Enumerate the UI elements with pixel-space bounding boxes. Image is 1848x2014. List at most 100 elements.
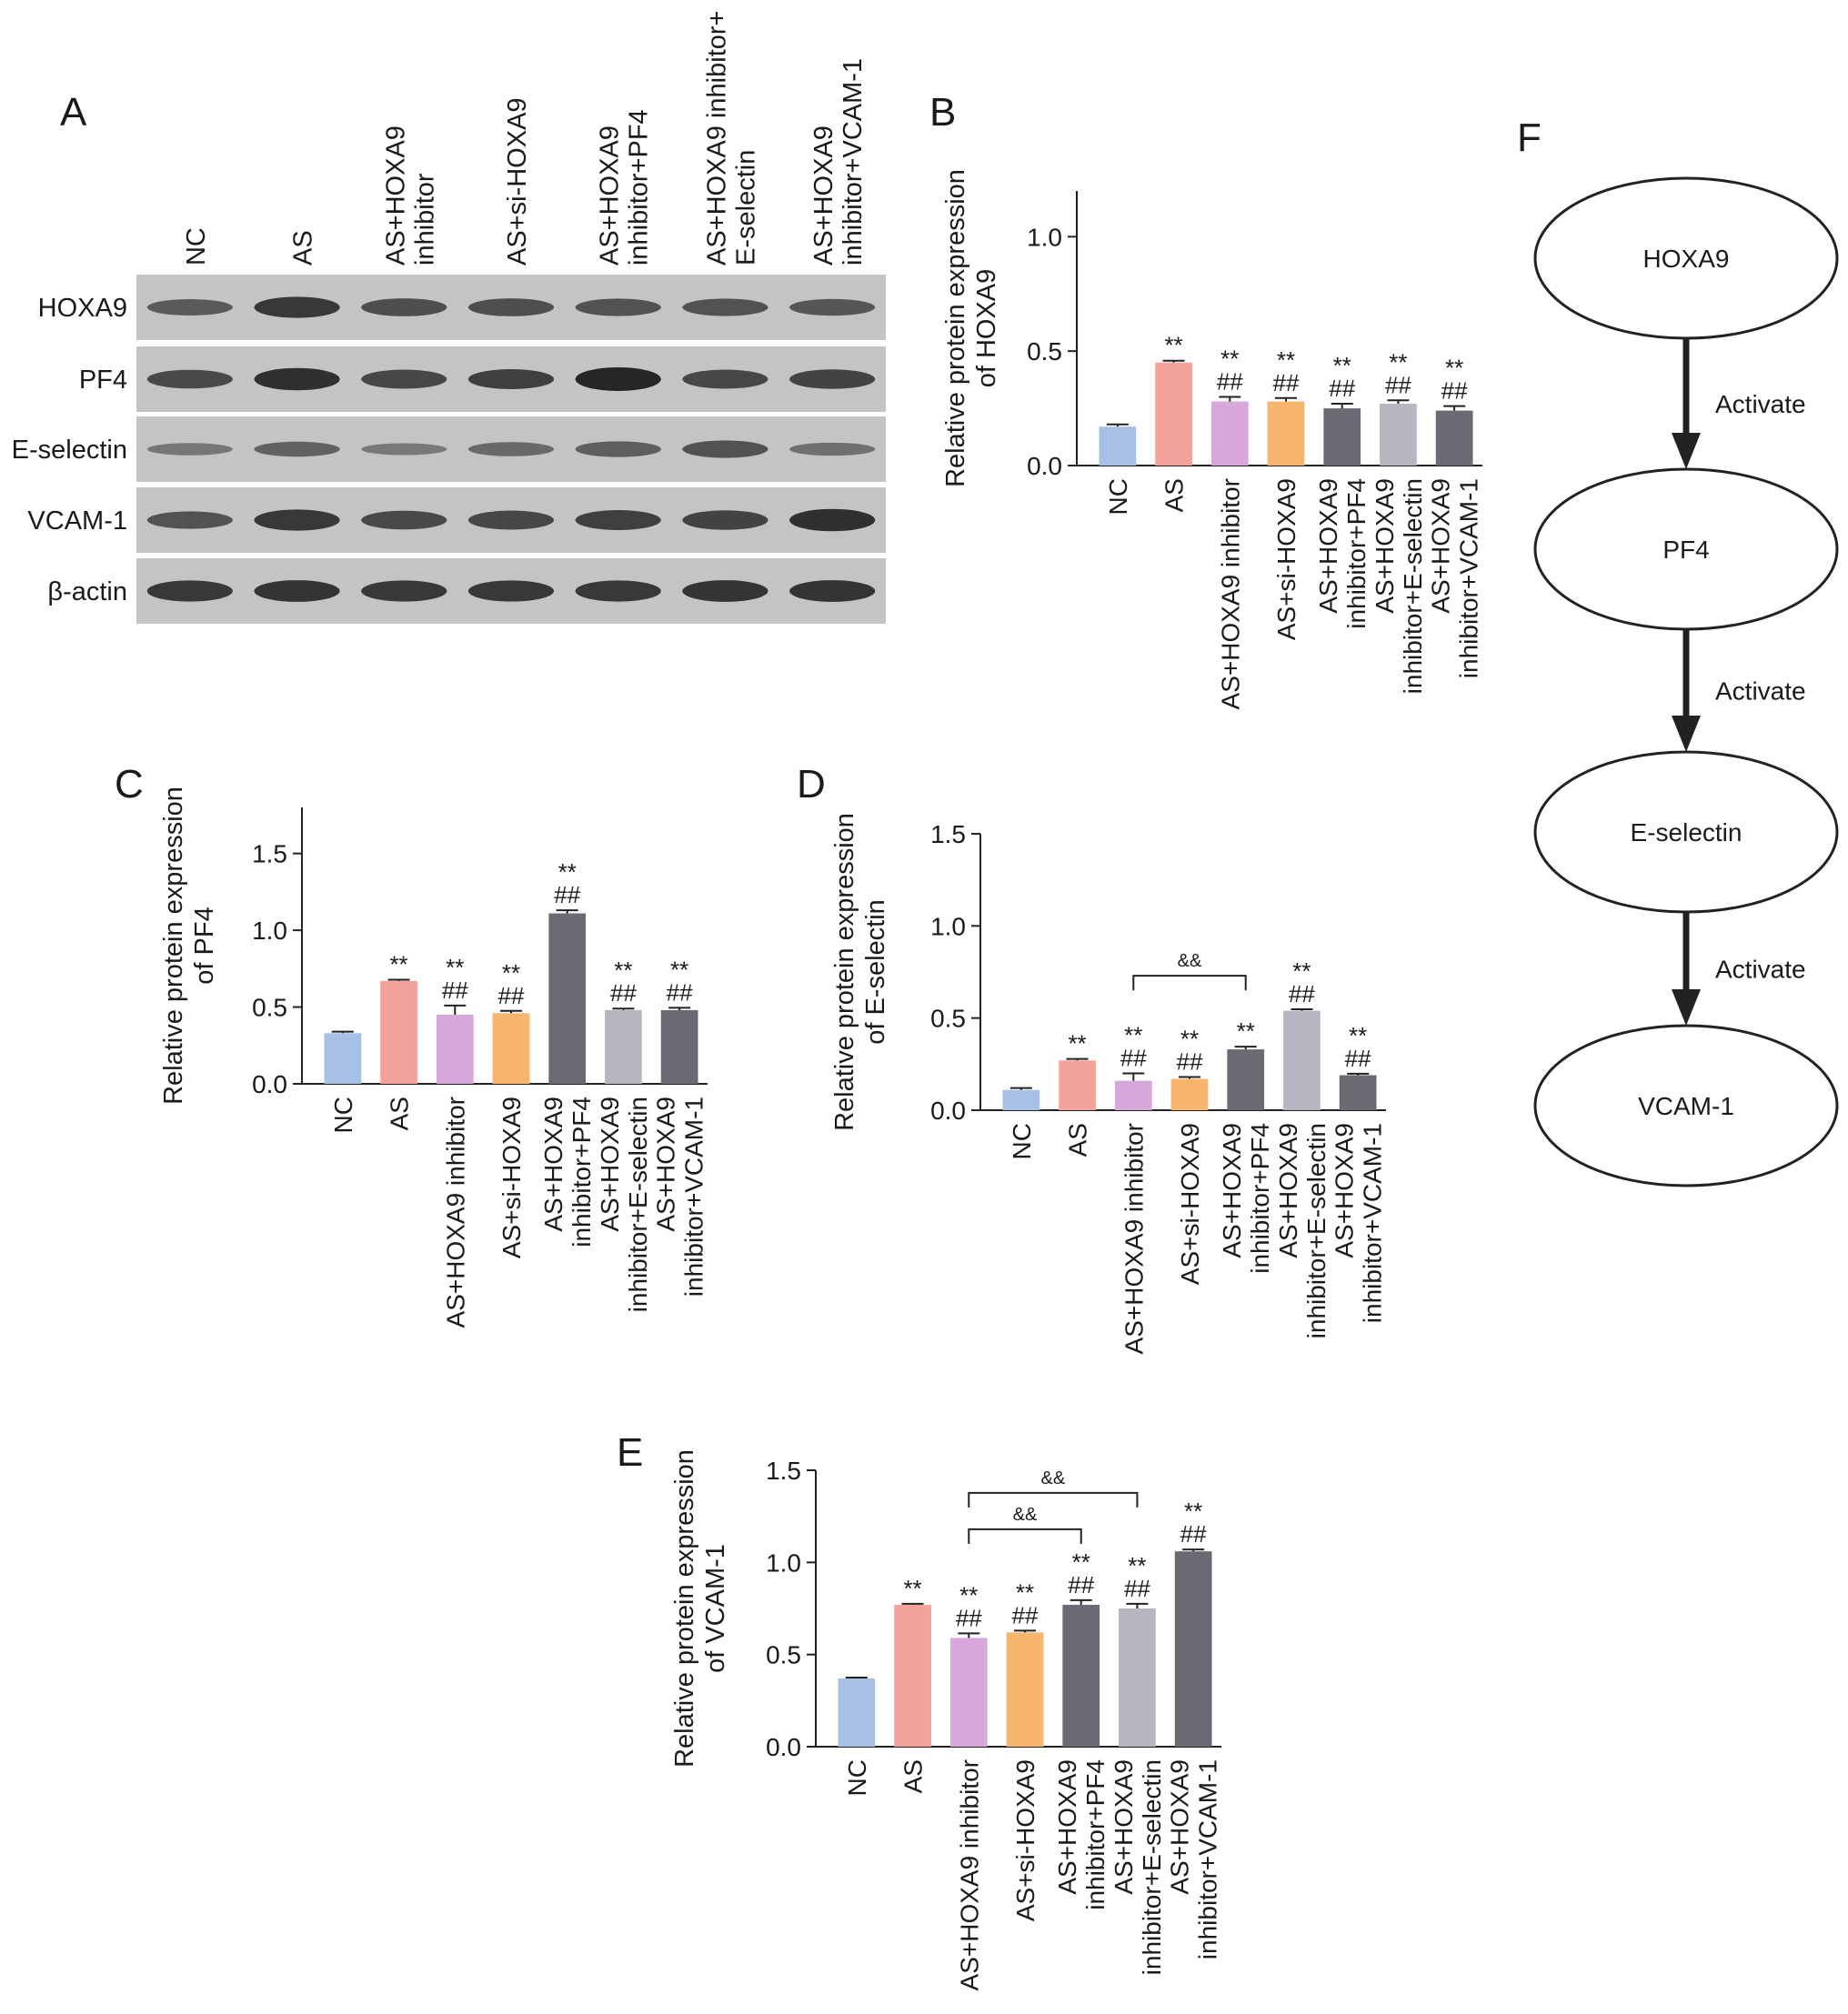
category-label: inhibitor+VCAM-1	[1455, 478, 1483, 678]
y-tick-label: 1.0	[930, 912, 966, 940]
significance-mark: **	[1124, 1021, 1142, 1048]
significance-mark: ##	[956, 1604, 982, 1631]
category-label: AS+HOXA9	[596, 1097, 624, 1232]
western-blot-panel: NC AS AS+HOXA9 inhibitor AS+si-HOXA9 AS+HOXA9…	[12, 11, 886, 624]
bar	[605, 1009, 642, 1084]
lane-label: AS	[289, 230, 318, 266]
bar-chart-vcam1: 0.0 0.5 1.0 1.5 Relative protein expression o…	[670, 1449, 1222, 1990]
y-tick-label: 0.0	[930, 1097, 966, 1125]
significance-mark: **	[1333, 352, 1351, 379]
lane-label: E-selectin	[731, 150, 760, 266]
category-label: AS+HOXA9	[1218, 1123, 1246, 1258]
bracket-label: &&	[1013, 1505, 1038, 1525]
y-tick-label: 0.5	[766, 1641, 801, 1669]
significance-mark: **	[959, 1581, 978, 1608]
pathway-node-label: VCAM-1	[1638, 1092, 1734, 1120]
category-label: inhibitor+E-selectin	[1302, 1123, 1331, 1338]
category-label: AS+si-HOXA9	[1272, 478, 1301, 640]
significance-mark: ##	[1345, 1045, 1371, 1072]
significance-mark: **	[1292, 957, 1311, 985]
category-label: inhibitor+E-selectin	[1399, 478, 1427, 694]
category-label: AS+HOXA9	[1053, 1759, 1081, 1895]
y-axis-label: Relative protein expression	[159, 787, 188, 1105]
significance-mark: ##	[1124, 1575, 1150, 1602]
blot-band	[361, 443, 447, 456]
category-label: AS+HOXA9	[1166, 1759, 1194, 1895]
category-label: AS+si-HOXA9	[1176, 1123, 1204, 1285]
blot-band	[789, 298, 876, 316]
blot-band	[789, 442, 876, 456]
blot-band	[467, 442, 555, 456]
significance-mark: **	[1128, 1552, 1146, 1579]
blot-band	[575, 441, 661, 457]
pathway-edge-label: Activate	[1715, 677, 1806, 706]
bar	[492, 1013, 530, 1084]
category-label: AS+si-HOXA9	[1011, 1759, 1040, 1921]
y-tick-label: 1.0	[1027, 223, 1062, 251]
blot-band	[361, 369, 447, 389]
y-tick-label: 1.0	[766, 1548, 801, 1577]
bar	[1283, 1010, 1321, 1110]
blot-band	[361, 510, 447, 530]
category-label: AS+HOXA9	[1427, 478, 1455, 614]
significance-mark: ##	[667, 978, 693, 1006]
significance-mark: ##	[1177, 1048, 1203, 1076]
bar	[894, 1604, 931, 1747]
blot-band	[146, 511, 233, 529]
bar	[1170, 1078, 1209, 1110]
blot-band	[146, 443, 233, 456]
category-label: inhibitor+VCAM-1	[1194, 1759, 1222, 1959]
bar	[1267, 401, 1305, 466]
significance-mark: ##	[498, 982, 525, 1009]
significance-mark: **	[1277, 346, 1295, 374]
category-label: AS	[1064, 1123, 1092, 1157]
lane-label: AS+HOXA9 inhibitor+	[702, 11, 731, 266]
y-tick-label: 1.5	[252, 840, 287, 868]
category-label: inhibitor+PF4	[567, 1097, 596, 1247]
significance-mark: **	[1237, 1017, 1255, 1045]
blot-band	[467, 298, 555, 316]
bar-chart-e-selectin: 0.0 0.5 1.0 1.5 Relative protein expression o…	[830, 813, 1387, 1354]
blot-band	[682, 440, 768, 458]
significance-mark: ##	[1012, 1601, 1039, 1628]
blot-band	[575, 367, 661, 391]
bar	[1323, 408, 1361, 466]
y-tick-label: 0.5	[252, 994, 287, 1022]
y-axis-label: of VCAM-1	[701, 1544, 730, 1673]
blot-row-label: β-actin	[47, 577, 127, 606]
panel-label-f: F	[1517, 115, 1542, 160]
category-label: inhibitor+VCAM-1	[680, 1097, 708, 1297]
blot-band	[146, 299, 233, 316]
category-label: AS+HOXA9	[1314, 478, 1342, 614]
blot-band	[146, 580, 233, 602]
panel-label-e: E	[617, 1430, 643, 1475]
significance-mark: ##	[610, 979, 637, 1007]
significance-mark: ##	[1273, 369, 1300, 396]
y-tick-label: 0.0	[1027, 452, 1062, 480]
y-axis-label: of E-selectin	[861, 899, 890, 1045]
panel-label-d: D	[797, 762, 826, 807]
bar	[1002, 1089, 1040, 1110]
category-label: inhibitor+E-selectin	[1138, 1759, 1166, 1975]
significance-mark: **	[903, 1575, 921, 1602]
bar	[1435, 410, 1473, 466]
y-tick-label: 0.0	[766, 1733, 801, 1761]
significance-mark: **	[1016, 1578, 1034, 1606]
arrow-head	[1672, 433, 1701, 469]
bar	[660, 1009, 698, 1084]
pathway-edge-label: Activate	[1715, 390, 1806, 418]
bar	[1119, 1608, 1156, 1747]
category-label: inhibitor+E-selectin	[624, 1097, 652, 1312]
y-tick-label: 1.5	[930, 820, 966, 848]
significance-mark: ##	[554, 881, 580, 908]
bar	[1062, 1604, 1100, 1747]
significance-mark: ##	[1441, 377, 1468, 405]
category-label: NC	[1104, 478, 1132, 515]
y-tick-label: 1.5	[766, 1457, 801, 1485]
significance-mark: ##	[1068, 1571, 1094, 1598]
blot-band	[682, 580, 768, 602]
bar	[380, 980, 417, 1084]
bar	[1114, 1080, 1152, 1110]
blot-band	[682, 298, 768, 316]
blot-band	[789, 580, 876, 602]
